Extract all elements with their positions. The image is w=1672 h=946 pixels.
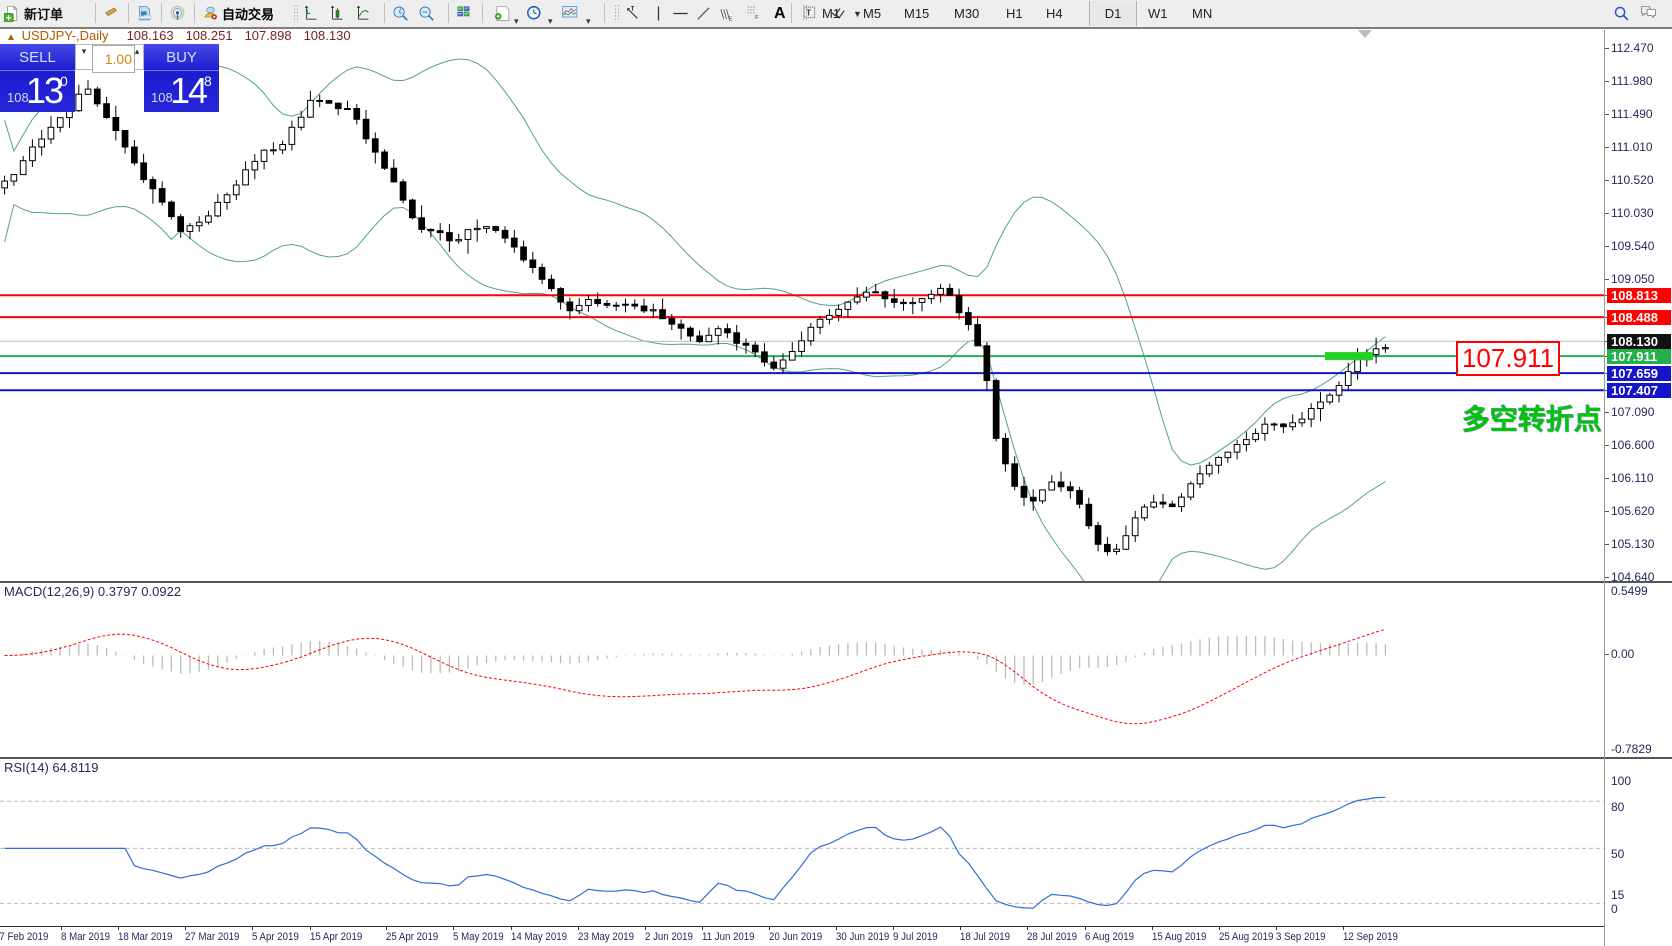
svg-text:E: E (729, 17, 733, 22)
svg-text:T: T (806, 9, 811, 18)
svg-text:F: F (755, 15, 759, 21)
